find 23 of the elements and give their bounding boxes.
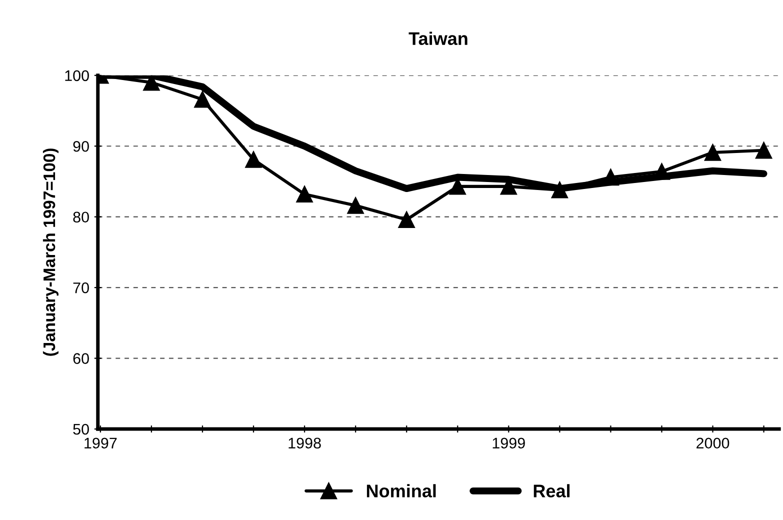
y-tick-label: 80: [73, 212, 89, 223]
y-tick-label: 70: [73, 282, 89, 294]
point: [398, 211, 415, 228]
point: [245, 151, 262, 168]
y-tick-label: 60: [73, 353, 89, 364]
point: [347, 197, 364, 214]
chart-title: Taiwan: [408, 32, 468, 46]
y-tick-label: 90: [73, 140, 89, 152]
y-tick-label: 50: [73, 424, 89, 435]
legend-label: Nominal: [366, 484, 436, 498]
point: [143, 75, 160, 91]
x-tick-label: 2000: [696, 438, 730, 449]
x-tick-label: 1998: [288, 438, 321, 449]
point: [704, 144, 722, 161]
point: [296, 186, 313, 203]
x-tick-label: 1997: [84, 438, 117, 449]
point: [194, 91, 211, 108]
legend-label: Real: [534, 484, 570, 498]
point: [551, 182, 568, 198]
y-axis-title: (January-March 1997=100): [42, 148, 58, 356]
x-tick-label: 1999: [492, 438, 525, 449]
y-tick-label: 100: [65, 70, 89, 82]
point: [755, 142, 772, 159]
